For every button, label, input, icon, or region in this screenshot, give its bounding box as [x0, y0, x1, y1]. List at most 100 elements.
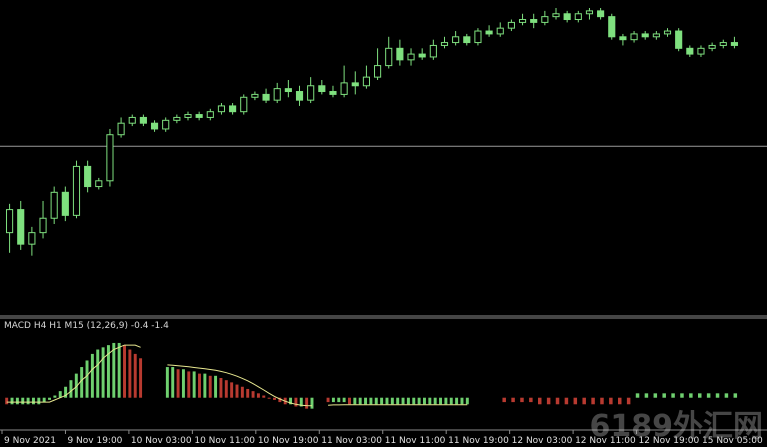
macd-histogram-bar [235, 384, 239, 398]
candle-body-up [496, 27, 504, 35]
candle [240, 94, 248, 115]
candle-body-down [351, 82, 359, 87]
candle-body-up [474, 30, 482, 44]
time-axis-label: 10 Nov 11:00 [194, 436, 255, 446]
macd-histogram-bar [192, 371, 196, 398]
macd-histogram-bar [546, 397, 551, 405]
candle-body-down [463, 36, 471, 44]
macd-histogram-bar [74, 373, 78, 398]
candle-body-up [184, 114, 192, 118]
time-axis: 9 Nov 2021 9 Nov 19:00 10 Nov 03:00 10 Nov … [1, 430, 763, 446]
candle-body-up [240, 96, 248, 113]
macd-histogram-bar [230, 382, 234, 398]
macd-histogram-bar [31, 397, 35, 405]
macd-histogram-bar [433, 397, 437, 405]
macd-histogram-bar [294, 397, 298, 407]
candle [597, 8, 605, 20]
macd-histogram-bar [618, 397, 622, 405]
macd-histogram-bar [342, 397, 346, 403]
time-axis-label: 12 Nov 11:00 [575, 436, 636, 446]
macd-histogram-bar [364, 397, 368, 405]
macd-histogram-bar [42, 397, 46, 403]
macd-indicator-label: MACD H4 H1 M15 (12,26,9) -0.4 -1.4 [4, 321, 169, 331]
macd-histogram-bar [396, 397, 400, 405]
candle-body-down [229, 105, 237, 113]
macd-histogram-bar [21, 397, 25, 405]
watermark-logo: 6189外汇网 [589, 409, 764, 444]
candle-body-down [619, 36, 627, 41]
candle [61, 186, 69, 222]
macd-histogram-bar [511, 397, 515, 403]
candle-body-up [708, 44, 716, 49]
candle-body-up [39, 217, 47, 234]
macd-histogram-bar [96, 349, 100, 398]
candle [329, 85, 337, 98]
candle-body-down [396, 47, 404, 61]
macd-histogram-bar [85, 360, 89, 398]
candle-body-up [541, 16, 549, 23]
macd-histogram-bar [520, 397, 524, 403]
time-axis-label: 12 Nov 03:00 [512, 436, 573, 446]
macd-histogram-bar [653, 393, 658, 398]
macd-histogram-bar [203, 373, 207, 398]
candle-body-up [117, 122, 125, 136]
candle-body-down [61, 191, 69, 216]
candle-body-down [597, 10, 605, 18]
candle [362, 65, 370, 89]
macd-histogram-bar [573, 397, 578, 405]
candle [630, 31, 638, 43]
macd-histogram-bar [48, 397, 52, 400]
macd-histogram-bar [208, 375, 212, 398]
macd-histogram-bar [439, 397, 443, 405]
candle [608, 13, 616, 40]
macd-histogram-bar [37, 397, 41, 405]
candle-body-down [295, 91, 304, 101]
macd-histogram-bar [80, 367, 84, 398]
macd-histogram-bar [444, 397, 448, 405]
macd-histogram-bar [171, 367, 175, 398]
candle-body-up [652, 33, 660, 38]
candle [284, 80, 292, 98]
macd-histogram-bar [502, 397, 506, 403]
macd-histogram-bar [689, 393, 693, 398]
candle [6, 203, 14, 253]
candle-body-up [407, 53, 415, 61]
candle-body-up [440, 42, 449, 46]
candle [530, 13, 538, 29]
candle-body-up [585, 10, 594, 15]
candle-body-up [273, 88, 281, 101]
macd-histogram-bar [715, 393, 720, 398]
macd-histogram-bar [529, 397, 533, 403]
macd-histogram-bar [106, 345, 110, 398]
macd-histogram-bar [240, 386, 244, 398]
macd-histogram-bar [53, 395, 57, 398]
candle-body-down [84, 165, 92, 188]
candle-body-up [374, 65, 382, 78]
candle [295, 85, 304, 106]
macd-histogram-bar [251, 391, 255, 398]
candle [150, 120, 159, 132]
candle [708, 42, 716, 52]
candle-body-up [663, 30, 672, 35]
candle-body-up [251, 93, 259, 98]
candle [429, 39, 437, 60]
macd-histogram-bar [310, 397, 314, 409]
candle-body-down [608, 16, 616, 38]
macd-histogram-bar [15, 397, 19, 405]
time-axis-label: 9 Nov 19:00 [67, 436, 122, 446]
macd-histogram-bar [724, 393, 729, 398]
time-axis-label: 11 Nov 11:00 [385, 436, 446, 446]
candle-body-up [173, 116, 181, 121]
candle [39, 200, 47, 239]
candle [139, 114, 147, 127]
candle-body-up [28, 232, 36, 245]
candle-body-down [530, 19, 538, 23]
candle [496, 22, 504, 37]
candle [675, 28, 683, 52]
candle [663, 28, 672, 37]
time-axis-label: 10 Nov 03:00 [131, 436, 192, 446]
candle-body-up [574, 13, 582, 21]
candle [251, 91, 259, 101]
candle [106, 128, 114, 187]
macd-histogram-bar [176, 369, 180, 398]
